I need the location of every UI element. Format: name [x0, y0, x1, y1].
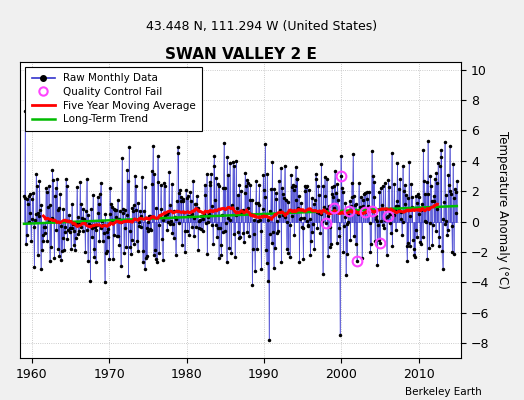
Title: SWAN VALLEY 2 E: SWAN VALLEY 2 E [165, 47, 316, 62]
Text: 43.448 N, 111.294 W (United States): 43.448 N, 111.294 W (United States) [146, 20, 378, 33]
Y-axis label: Temperature Anomaly (°C): Temperature Anomaly (°C) [496, 131, 509, 289]
Text: Berkeley Earth: Berkeley Earth [406, 387, 482, 397]
Legend: Raw Monthly Data, Quality Control Fail, Five Year Moving Average, Long-Term Tren: Raw Monthly Data, Quality Control Fail, … [25, 67, 202, 131]
